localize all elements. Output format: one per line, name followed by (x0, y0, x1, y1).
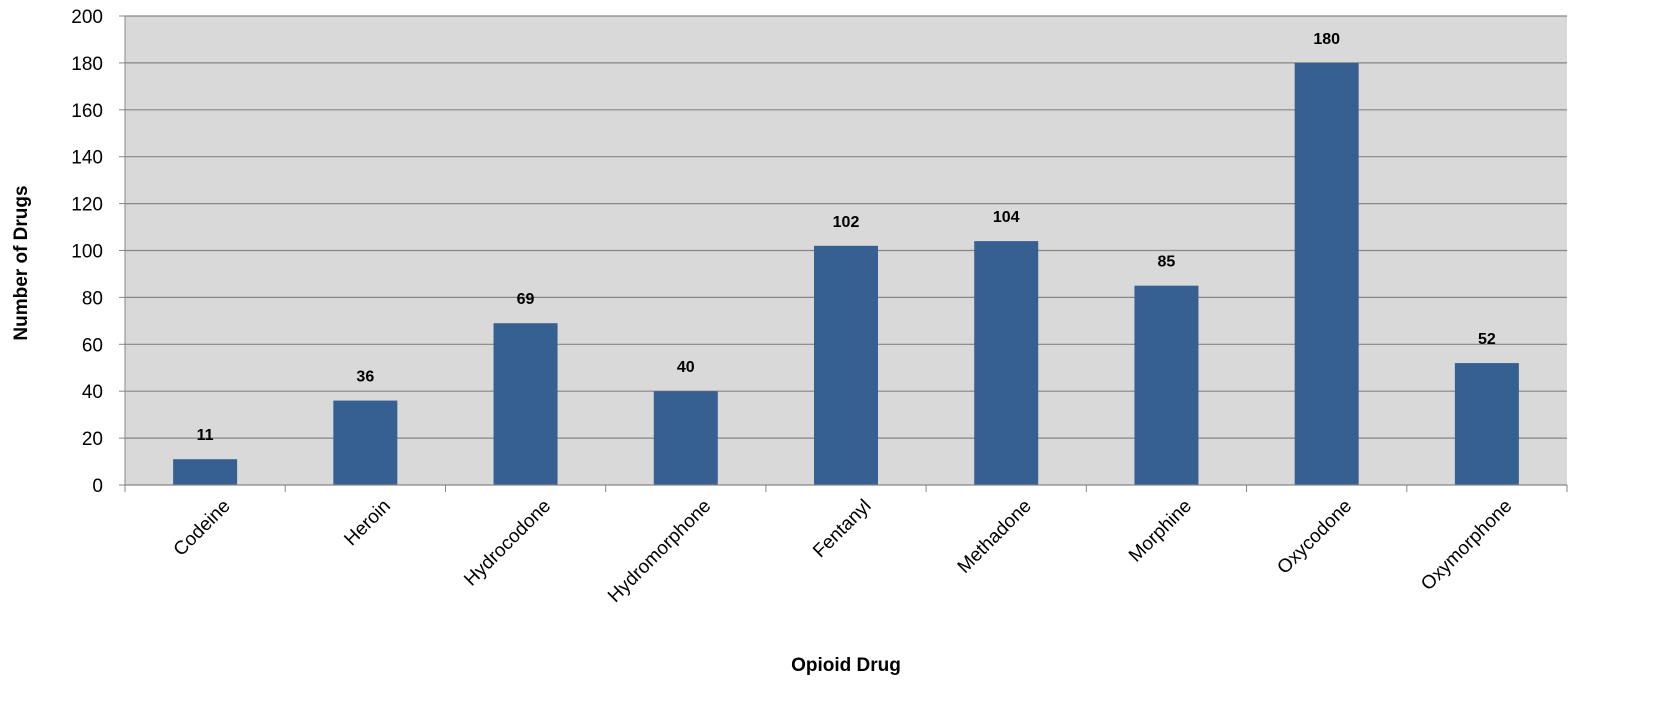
x-tick-label: Hydrocodone (460, 496, 555, 591)
data-label: 40 (677, 359, 695, 376)
y-tick-label: 40 (82, 382, 103, 403)
bar (1454, 363, 1519, 485)
x-tick-label: Oxycodone (1273, 496, 1356, 579)
y-tick-label: 20 (82, 429, 103, 450)
x-tick-label: Hydromorphone (604, 496, 715, 607)
data-label: 102 (833, 214, 860, 231)
bar (974, 241, 1039, 485)
y-tick-label: 160 (71, 101, 103, 122)
y-tick-label: 80 (82, 288, 103, 309)
y-tick-label: 60 (82, 335, 103, 356)
bar (493, 323, 558, 485)
y-tick-label: 120 (71, 195, 103, 216)
bar (333, 400, 398, 485)
bar (173, 459, 238, 485)
data-label: 104 (993, 209, 1020, 226)
x-tick-label: Morphine (1125, 496, 1196, 567)
x-tick-label: Codeine (170, 496, 235, 561)
y-tick-label: 140 (71, 148, 103, 169)
bar (1134, 285, 1199, 485)
y-tick-label: 100 (71, 242, 103, 263)
data-label: 85 (1158, 254, 1176, 271)
x-tick-label: Fentanyl (809, 496, 875, 562)
data-label: 36 (356, 369, 374, 386)
y-axis-title: Number of Drugs (11, 185, 32, 340)
x-tick-label: Methadone (954, 496, 1036, 578)
data-label: 11 (197, 427, 214, 444)
bar (653, 391, 718, 485)
bar (1294, 62, 1359, 486)
x-tick-label: Oxymorphone (1417, 496, 1516, 595)
y-tick-label: 0 (92, 476, 103, 497)
x-tick-label: Heroin (340, 496, 394, 550)
x-axis-title: Opioid Drug (791, 655, 901, 676)
data-label: 52 (1478, 331, 1496, 348)
data-label: 69 (517, 291, 535, 308)
bar (814, 245, 878, 485)
data-labels: 11 36 69 40 102 104 85 180 52 (197, 31, 1496, 444)
bars (173, 62, 1519, 486)
y-tick-label: 200 (71, 7, 103, 28)
x-axis: Codeine Heroin Hydrocodone Hydromorphone Fen… (124, 484, 1568, 607)
data-label: 180 (1313, 31, 1340, 48)
y-tick-label: 180 (71, 54, 103, 75)
y-axis: 0 20 40 60 80 100 120 140 160 180 200 (71, 7, 126, 497)
